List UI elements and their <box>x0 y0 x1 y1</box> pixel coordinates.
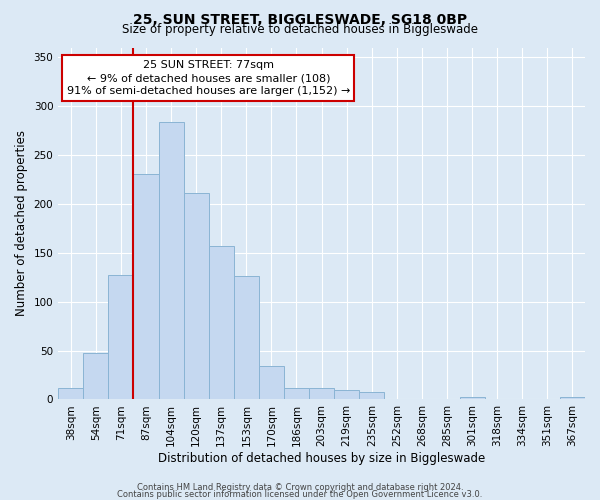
Bar <box>58 388 83 400</box>
Bar <box>184 193 209 400</box>
Bar <box>234 276 259 400</box>
Text: 25, SUN STREET, BIGGLESWADE, SG18 0BP: 25, SUN STREET, BIGGLESWADE, SG18 0BP <box>133 12 467 26</box>
Bar <box>309 388 334 400</box>
Text: Contains public sector information licensed under the Open Government Licence v3: Contains public sector information licen… <box>118 490 482 499</box>
Bar <box>109 276 133 400</box>
Bar <box>209 246 234 400</box>
Bar <box>83 352 109 400</box>
Bar <box>133 174 158 400</box>
Text: Size of property relative to detached houses in Biggleswade: Size of property relative to detached ho… <box>122 22 478 36</box>
Bar <box>158 122 184 400</box>
Text: Contains HM Land Registry data © Crown copyright and database right 2024.: Contains HM Land Registry data © Crown c… <box>137 484 463 492</box>
Bar <box>560 396 585 400</box>
X-axis label: Distribution of detached houses by size in Biggleswade: Distribution of detached houses by size … <box>158 452 485 465</box>
Text: 25 SUN STREET: 77sqm
← 9% of detached houses are smaller (108)
91% of semi-detac: 25 SUN STREET: 77sqm ← 9% of detached ho… <box>67 60 350 96</box>
Bar <box>334 390 359 400</box>
Bar <box>460 396 485 400</box>
Bar <box>359 392 385 400</box>
Y-axis label: Number of detached properties: Number of detached properties <box>15 130 28 316</box>
Bar <box>284 388 309 400</box>
Bar <box>259 366 284 400</box>
